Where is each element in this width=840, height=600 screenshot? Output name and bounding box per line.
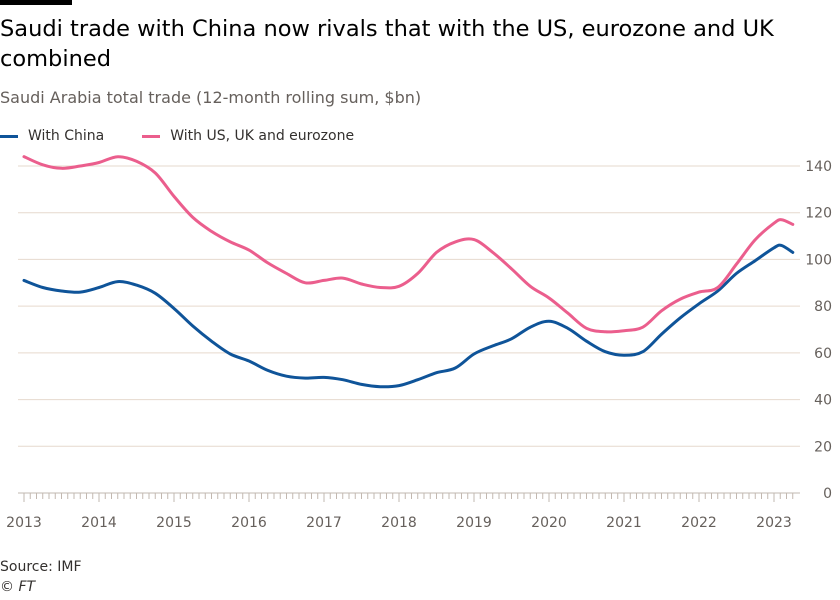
series-line-us-uk-eurozone <box>22 155 795 334</box>
y-tick-label: 80 <box>814 299 832 315</box>
x-tick-label: 2014 <box>81 515 117 531</box>
legend-swatch-china <box>0 134 18 138</box>
legend-item-china: With China <box>0 128 104 144</box>
y-tick-label: 120 <box>805 206 832 222</box>
x-tick-label: 2023 <box>756 515 792 531</box>
y-axis-ticks: 0 20 40 60 80 100 120 140 <box>805 159 832 502</box>
gridlines <box>18 165 800 447</box>
brand-bar <box>0 0 72 5</box>
x-tick-label: 2016 <box>231 515 267 531</box>
legend: With China With US, UK and eurozone <box>0 128 392 144</box>
x-tick-label: 2017 <box>306 515 342 531</box>
copyright-note: © FT <box>0 579 36 595</box>
x-tick-label: 2022 <box>681 515 717 531</box>
y-tick-label: 20 <box>814 439 832 455</box>
x-tick-label: 2019 <box>456 515 492 531</box>
y-tick-label: 140 <box>805 159 832 175</box>
x-tick-label: 2020 <box>531 515 567 531</box>
y-tick-label: 0 <box>823 486 832 502</box>
legend-label-china: With China <box>28 128 105 144</box>
legend-label-west: With US, UK and eurozone <box>170 128 355 144</box>
series-lines <box>22 155 795 389</box>
legend-item-west: With US, UK and eurozone <box>142 128 354 144</box>
x-tick-label: 2015 <box>156 515 192 531</box>
chart-title: Saudi trade with China now rivals that w… <box>0 16 774 72</box>
series-line-china <box>22 243 795 389</box>
x-tick-label: 2018 <box>381 515 417 531</box>
y-tick-label: 100 <box>805 252 832 268</box>
legend-swatch-west <box>142 134 161 138</box>
source-note: Source: IMF <box>0 559 82 575</box>
chart-subtitle: Saudi Arabia total trade (12-month rolli… <box>0 88 422 107</box>
x-tick-label: 2013 <box>6 515 42 531</box>
x-tick-label: 2021 <box>606 515 642 531</box>
y-tick-label: 40 <box>814 393 832 409</box>
y-tick-label: 60 <box>814 346 832 362</box>
x-axis: 2013 2014 2015 2016 2017 2018 2019 2020 2021 2022… <box>6 492 800 531</box>
